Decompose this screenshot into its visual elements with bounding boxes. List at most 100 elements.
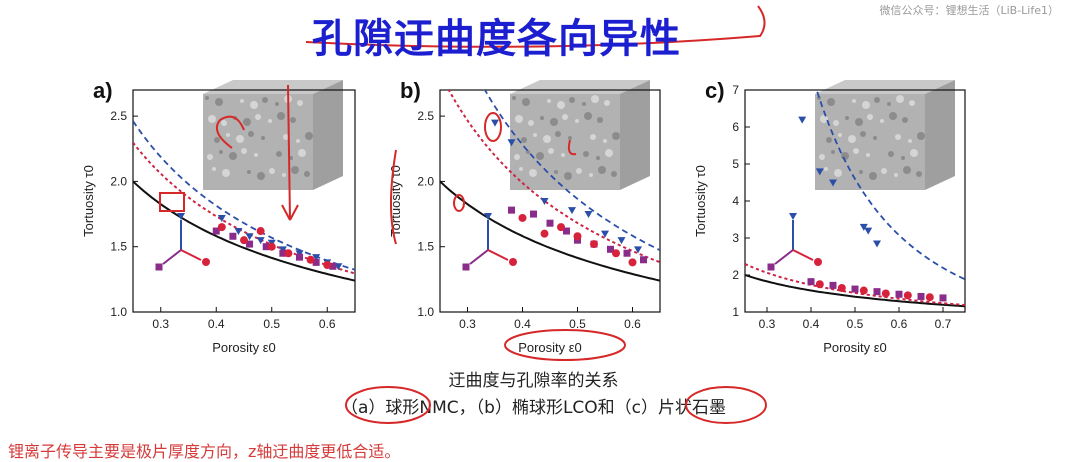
data-point-x bbox=[939, 294, 947, 302]
cube-texture-speck bbox=[254, 153, 258, 157]
y-tick-label: 2 bbox=[732, 268, 739, 282]
cube-texture-speck bbox=[845, 116, 849, 120]
cube-texture-speck bbox=[916, 171, 922, 177]
data-point-z bbox=[873, 240, 881, 248]
legend-z-marker bbox=[177, 213, 185, 220]
x-tick-label: 0.3 bbox=[459, 317, 476, 331]
cube-texture-speck bbox=[596, 156, 600, 160]
data-point-y bbox=[306, 255, 315, 264]
cube-texture-speck bbox=[248, 131, 254, 137]
data-point-z bbox=[245, 233, 254, 241]
data-point-x bbox=[229, 232, 237, 240]
cube-texture-speck bbox=[540, 116, 544, 120]
direction-legend bbox=[767, 213, 822, 271]
cube-texture-speck bbox=[866, 153, 870, 157]
annotation-circle bbox=[484, 112, 502, 142]
data-point-z bbox=[864, 227, 873, 235]
cube-texture-speck bbox=[550, 118, 558, 126]
cube-texture-speck bbox=[241, 148, 247, 154]
title-text: 孔隙迂曲度各向异性 bbox=[312, 16, 681, 62]
cube-texture-speck bbox=[562, 114, 568, 120]
data-point-y bbox=[881, 289, 890, 298]
figure-caption-line1: 迂曲度与孔隙率的关系 bbox=[448, 371, 619, 391]
microstructure-cube-image bbox=[815, 80, 955, 190]
data-point-x bbox=[851, 285, 859, 293]
legend-x-marker bbox=[767, 263, 775, 271]
data-point-y bbox=[323, 260, 332, 269]
cube-texture-speck bbox=[568, 136, 572, 140]
fit-curve-y bbox=[745, 263, 965, 306]
data-point-x bbox=[917, 292, 925, 300]
cube-texture-speck bbox=[247, 170, 251, 174]
legend-x-marker bbox=[462, 263, 470, 271]
data-point-x bbox=[279, 249, 287, 257]
cube-texture-speck bbox=[547, 99, 551, 103]
cube-texture-speck bbox=[598, 166, 606, 174]
cube-texture-speck bbox=[519, 167, 523, 171]
data-point-y bbox=[557, 223, 565, 232]
cube-texture-speck bbox=[561, 153, 565, 157]
chart-panel-1: a) 0.3 0.4 0.5 0.6 1.0 1.5 2.0 2.5 Porosity ε0 Tor… bbox=[81, 78, 356, 355]
x-tick-label: 0.7 bbox=[935, 317, 952, 331]
panel-label: b) bbox=[400, 78, 421, 103]
charts-area: a) 0.3 0.4 0.5 0.6 1.0 1.5 2.0 2.5 Porosity ε0 Tor… bbox=[81, 78, 966, 361]
cube-texture-speck bbox=[536, 152, 544, 160]
cube-texture-speck bbox=[304, 171, 310, 177]
x-tick-label: 0.5 bbox=[847, 317, 864, 331]
annotation-circle bbox=[504, 329, 626, 361]
data-point-x bbox=[212, 227, 220, 235]
cube-texture-speck bbox=[219, 150, 223, 154]
data-point-x bbox=[623, 249, 631, 257]
data-point-x bbox=[296, 253, 303, 261]
x-axis-label: Porosity ε0 bbox=[823, 340, 887, 355]
y-axis-label: Tortuosity τ0 bbox=[81, 165, 96, 237]
cube-texture-speck bbox=[889, 112, 897, 120]
fit-curve-z bbox=[483, 90, 660, 252]
panel-label: c) bbox=[705, 78, 725, 103]
cube-front-face bbox=[510, 94, 620, 190]
cube-texture-speck bbox=[515, 115, 523, 123]
plot-frame bbox=[439, 89, 661, 313]
y-tick-label: 1.0 bbox=[110, 305, 127, 319]
data-point-z bbox=[507, 139, 516, 147]
bruggeman-curve bbox=[440, 180, 660, 282]
x-tick-label: 0.5 bbox=[569, 317, 586, 331]
cube-texture-speck bbox=[908, 139, 912, 143]
cube-texture-speck bbox=[296, 139, 300, 143]
data-point-x bbox=[546, 219, 554, 227]
cube-texture-speck bbox=[874, 97, 880, 103]
data-point-z bbox=[798, 116, 807, 124]
cube-texture-speck bbox=[305, 132, 313, 140]
cube-texture-speck bbox=[268, 119, 272, 123]
data-point-z bbox=[540, 198, 549, 205]
data-point-x bbox=[530, 210, 537, 218]
cube-texture-speck bbox=[603, 139, 607, 143]
data-point-x bbox=[829, 281, 837, 289]
cube-texture-speck bbox=[917, 132, 925, 140]
cube-texture-speck bbox=[583, 151, 589, 157]
cube-texture-speck bbox=[873, 136, 877, 140]
bruggeman-curve bbox=[133, 180, 355, 282]
cube-texture-speck bbox=[584, 112, 592, 120]
x-tick-label: 0.5 bbox=[263, 317, 280, 331]
cube-texture-speck bbox=[291, 166, 299, 174]
x-tick-label: 0.4 bbox=[514, 317, 531, 331]
cube-texture-speck bbox=[212, 167, 216, 171]
cube-texture-speck bbox=[205, 96, 209, 100]
y-tick-label: 7 bbox=[732, 83, 739, 97]
data-point-x bbox=[640, 256, 647, 264]
microstructure-cube-image bbox=[510, 80, 650, 190]
data-point-z bbox=[312, 254, 321, 262]
legend-x-axis bbox=[469, 249, 489, 265]
y-tick-label: 1.0 bbox=[417, 305, 434, 319]
cube-texture-speck bbox=[867, 114, 873, 120]
cube-texture-speck bbox=[522, 98, 530, 106]
data-point-y bbox=[217, 223, 226, 232]
cube-texture-speck bbox=[575, 119, 579, 123]
cube-texture-speck bbox=[582, 102, 586, 106]
cube-texture-speck bbox=[589, 173, 593, 177]
data-point-x bbox=[246, 240, 254, 248]
data-point-x bbox=[873, 288, 881, 296]
annotation-scribble bbox=[453, 194, 465, 212]
